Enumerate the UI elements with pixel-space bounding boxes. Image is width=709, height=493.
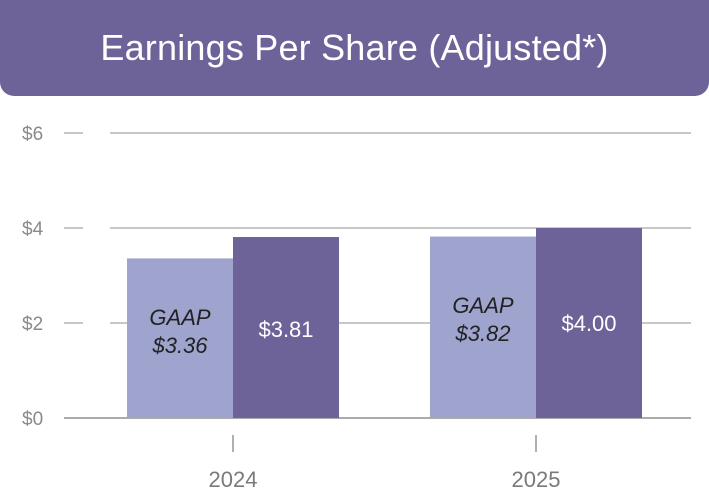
y-tick-label: $6 <box>22 124 43 145</box>
bar-gaap-2025 <box>430 236 536 418</box>
y-tick-label: $2 <box>22 314 43 335</box>
data-label-adjusted-2024: $3.81 <box>258 317 313 342</box>
chart-title-banner: Earnings Per Share (Adjusted*) <box>0 0 709 96</box>
bars: GAAP $3.36 $3.81 GAAP $3.82 $4.00 <box>127 228 642 418</box>
y-tick-label: $0 <box>22 409 43 430</box>
bar-gaap-2024 <box>127 258 233 418</box>
bar-adjusted-2024 <box>233 237 339 418</box>
x-tick-label-2024: 2024 <box>209 467 258 492</box>
x-axis: 2024 2025 <box>209 435 561 492</box>
y-tick-label: $4 <box>22 219 44 240</box>
chart-title: Earnings Per Share (Adjusted*) <box>100 27 609 68</box>
y-axis: $0 $2 $4 $6 <box>22 124 83 430</box>
data-label-gaap-2025: GAAP $3.82 <box>452 293 513 346</box>
data-label-gaap-2024: GAAP $3.36 <box>149 305 210 358</box>
x-tick-label-2025: 2025 <box>512 467 561 492</box>
data-label-adjusted-2025: $4.00 <box>561 311 616 336</box>
bar-adjusted-2025 <box>536 228 642 418</box>
